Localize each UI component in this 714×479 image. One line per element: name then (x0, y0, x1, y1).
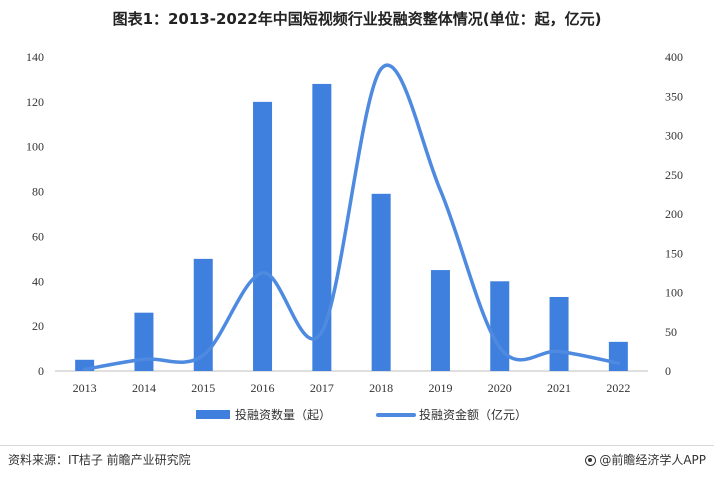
x-tick-label: 2013 (73, 381, 97, 395)
bar-series (75, 83, 628, 372)
y-right-tick-label: 200 (665, 207, 683, 221)
x-tick-label: 2016 (251, 381, 275, 395)
y-right-tick-label: 300 (665, 129, 683, 143)
chart-area: 0 20 40 60 80 100 120 140 0 50 100 150 200 250 300 350… (26, 50, 683, 422)
bar-2018 (371, 193, 391, 371)
y-left-axis: 0 20 40 60 80 100 120 140 (26, 50, 44, 378)
legend-label-line: 投融资金额（亿元） (419, 407, 527, 422)
y-right-tick-label: 0 (665, 364, 671, 378)
y-left-tick-label: 100 (26, 140, 44, 154)
x-tick-label: 2019 (428, 381, 452, 395)
x-tick-label: 2022 (606, 381, 630, 395)
chart-title: 图表1：2013-2022年中国短视频行业投融资整体情况(单位：起，亿元) (112, 10, 602, 28)
footer-divider (0, 445, 714, 446)
legend-label-bar: 投融资数量（起） (235, 407, 331, 422)
source-note: 资料来源：IT桔子 前瞻产业研究院 (8, 453, 191, 467)
bar-2014 (134, 312, 154, 371)
y-left-tick-label: 40 (32, 274, 44, 288)
line-series (82, 63, 621, 372)
brand-credit: @前瞻经济学人APP (585, 451, 706, 468)
y-left-tick-label: 80 (32, 185, 44, 199)
bar-2019 (430, 270, 450, 371)
bar-2022 (608, 341, 628, 371)
bar-2017 (312, 83, 332, 372)
y-right-axis: 0 50 100 150 200 250 300 350 400 (665, 50, 683, 378)
y-left-tick-label: 140 (26, 50, 44, 64)
legend: 投融资数量（起） 投融资金额（亿元） (196, 407, 527, 422)
y-right-tick-label: 100 (665, 286, 683, 300)
bar-2015 (193, 258, 213, 371)
x-tick-label: 2014 (132, 381, 156, 395)
bar-2016 (253, 101, 273, 371)
x-tick-label: 2015 (191, 381, 215, 395)
y-right-tick-label: 400 (665, 50, 683, 64)
x-tick-label: 2017 (310, 381, 334, 395)
y-left-tick-label: 60 (32, 229, 44, 243)
x-axis: 2013 2014 2015 2016 2017 2018 2019 2020 2021 2022 (73, 381, 631, 395)
y-left-tick-label: 0 (38, 364, 44, 378)
y-right-tick-label: 250 (665, 168, 683, 182)
y-right-tick-label: 150 (665, 246, 683, 260)
brand-logo-icon (585, 455, 597, 466)
y-left-tick-label: 20 (32, 319, 44, 333)
x-tick-label: 2021 (547, 381, 571, 395)
bar-2020 (490, 281, 510, 371)
legend-swatch-bar (196, 410, 230, 419)
brand-label: @前瞻经济学人APP (599, 453, 706, 467)
bar-2013 (75, 359, 95, 371)
y-right-tick-label: 50 (665, 325, 677, 339)
y-left-tick-label: 120 (26, 95, 44, 109)
y-right-tick-label: 350 (665, 89, 683, 103)
x-tick-label: 2018 (369, 381, 393, 395)
x-tick-label: 2020 (488, 381, 512, 395)
bar-2021 (549, 296, 569, 371)
